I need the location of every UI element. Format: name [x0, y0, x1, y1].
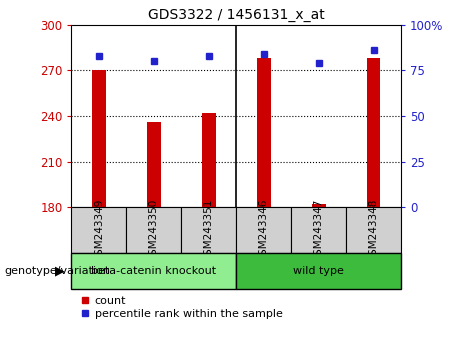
Bar [71, 207, 126, 253]
Bar [147, 122, 161, 207]
Text: GSM243350: GSM243350 [149, 199, 159, 262]
Bar [71, 253, 236, 289]
Bar [312, 204, 325, 207]
Text: wild type: wild type [293, 266, 344, 276]
Bar [257, 58, 271, 207]
Bar [181, 207, 236, 253]
Bar [236, 207, 291, 253]
Text: ▶: ▶ [55, 264, 65, 277]
Bar [291, 207, 346, 253]
Text: genotype/variation: genotype/variation [5, 266, 111, 276]
Text: GSM243348: GSM243348 [369, 198, 378, 262]
Bar [202, 113, 216, 207]
Legend: count, percentile rank within the sample: count, percentile rank within the sample [77, 291, 287, 324]
Title: GDS3322 / 1456131_x_at: GDS3322 / 1456131_x_at [148, 8, 325, 22]
Bar [92, 70, 106, 207]
Text: GSM243347: GSM243347 [313, 198, 324, 262]
Bar [367, 58, 380, 207]
Bar [236, 253, 401, 289]
Text: beta-catenin knockout: beta-catenin knockout [91, 266, 216, 276]
Text: GSM243346: GSM243346 [259, 198, 269, 262]
Bar [346, 207, 401, 253]
Text: GSM243351: GSM243351 [204, 198, 214, 262]
Text: GSM243349: GSM243349 [94, 198, 104, 262]
Bar [126, 207, 181, 253]
